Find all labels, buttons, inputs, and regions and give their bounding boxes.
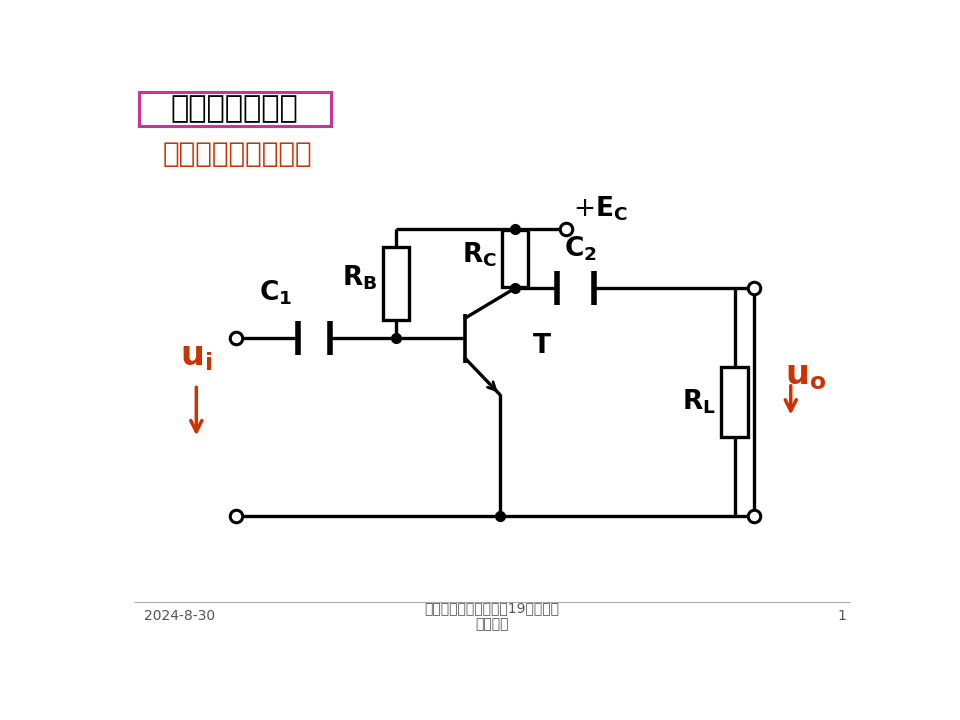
- Text: 上次课内容回顾: 上次课内容回顾: [171, 94, 299, 123]
- Text: $\mathbf{R}_\mathbf{C}$: $\mathbf{R}_\mathbf{C}$: [462, 240, 496, 269]
- Bar: [383, 247, 409, 320]
- Text: 电工技术电子技术清华19基本放大
电路课件: 电工技术电子技术清华19基本放大 电路课件: [424, 601, 560, 631]
- Text: $\mathbf{R}_\mathbf{L}$: $\mathbf{R}_\mathbf{L}$: [683, 388, 716, 416]
- Text: 1: 1: [838, 609, 847, 624]
- Text: $\mathbf{C}_\mathbf{2}$: $\mathbf{C}_\mathbf{2}$: [564, 235, 597, 264]
- Text: $\mathbf{C}_\mathbf{1}$: $\mathbf{C}_\mathbf{1}$: [258, 279, 292, 307]
- Bar: [502, 230, 528, 287]
- Text: 2024-8-30: 2024-8-30: [144, 609, 215, 624]
- Text: $\mathbf{R}_\mathbf{B}$: $\mathbf{R}_\mathbf{B}$: [342, 263, 377, 292]
- Text: 简单的共射极放大器: 简单的共射极放大器: [162, 140, 312, 168]
- Text: $\mathbf{u}_\mathbf{i}$: $\mathbf{u}_\mathbf{i}$: [180, 340, 212, 373]
- Text: $\mathbf{T}$: $\mathbf{T}$: [532, 333, 552, 359]
- Text: $+\mathbf{E}_\mathbf{C}$: $+\mathbf{E}_\mathbf{C}$: [573, 194, 628, 222]
- Text: $\mathbf{u}_\mathbf{o}$: $\mathbf{u}_\mathbf{o}$: [784, 359, 826, 392]
- FancyBboxPatch shape: [138, 91, 331, 126]
- Bar: [722, 367, 748, 437]
